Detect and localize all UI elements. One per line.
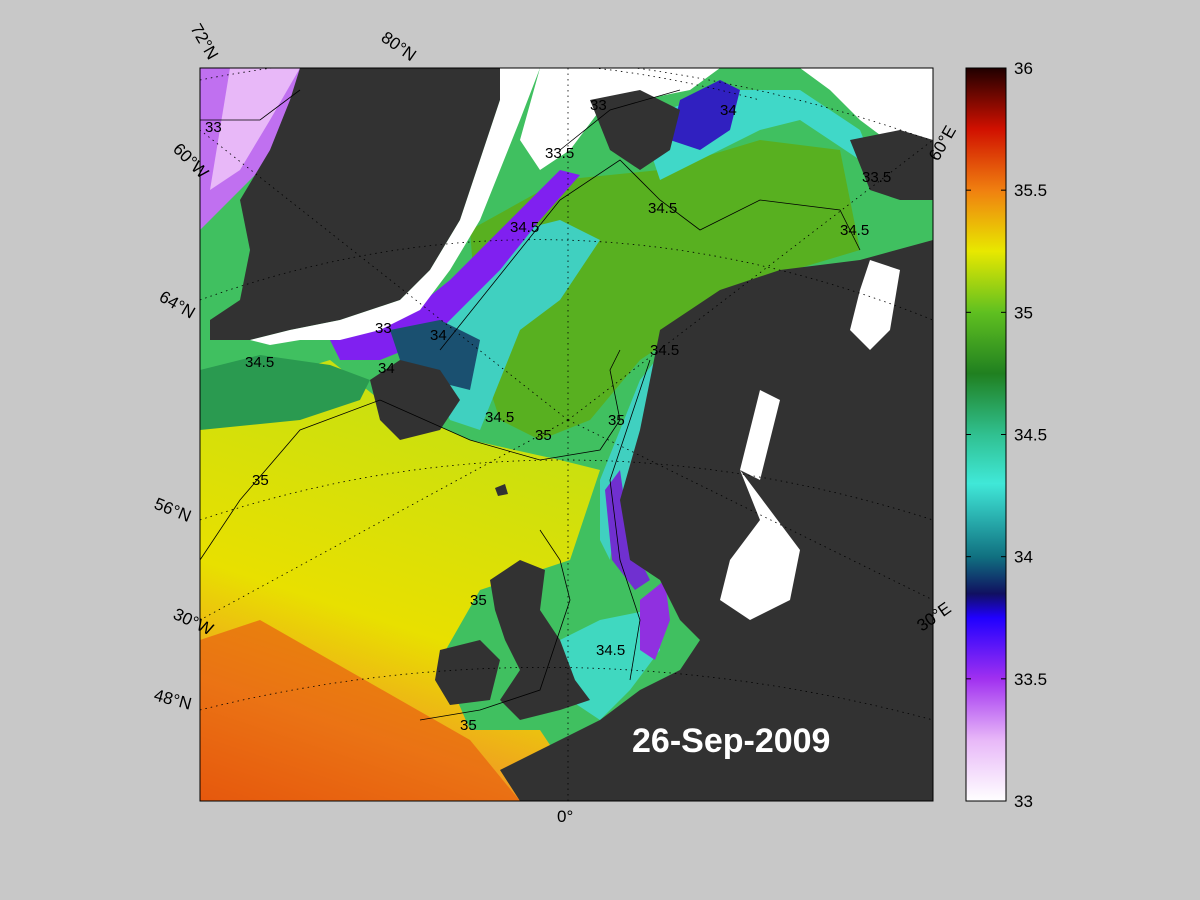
white-sea bbox=[850, 260, 900, 350]
norwegian-sea-region bbox=[470, 140, 860, 440]
colorbar-tick-label: 34.5 bbox=[1014, 426, 1047, 445]
date-label: 26-Sep-2009 bbox=[632, 722, 830, 760]
parallel-48n bbox=[200, 666, 933, 721]
greenland-land bbox=[210, 68, 520, 340]
arctic-ice bbox=[520, 68, 720, 170]
lat-label-56n: 56°N bbox=[152, 494, 194, 526]
contour-label-35-b: 35 bbox=[608, 412, 625, 429]
contour-34-5-norway bbox=[609, 359, 651, 681]
colorbar: 36 35.5 35 34.5 34 33.5 33 bbox=[965, 59, 1047, 811]
contour-label-34-5-c: 34.5 bbox=[648, 200, 677, 217]
colorbar-tick-label: 36 bbox=[1014, 59, 1033, 78]
skagerrak-fresh bbox=[640, 580, 670, 660]
contour-label-35-a: 35 bbox=[535, 427, 552, 444]
parallel-64n bbox=[200, 239, 933, 321]
lat-label-48n: 48°N bbox=[152, 686, 194, 714]
contour-label-34-b: 34 bbox=[378, 360, 395, 377]
contour-label-33-b: 33 bbox=[375, 320, 392, 337]
contour-label-35-c: 35 bbox=[252, 472, 269, 489]
baltic-sea bbox=[720, 390, 800, 620]
great-britain-land bbox=[490, 560, 590, 720]
lat-label-64n: 64°N bbox=[156, 287, 198, 322]
contour-33-east bbox=[559, 89, 681, 151]
colorbar-tick-label: 33.5 bbox=[1014, 670, 1047, 689]
svalbard-fresh bbox=[670, 80, 740, 150]
contour-35-atlantic bbox=[200, 349, 621, 561]
contour-label-34-5-f: 34.5 bbox=[596, 642, 625, 659]
contour-35-britain bbox=[419, 529, 571, 721]
atlantic-hot-region bbox=[200, 620, 520, 801]
contour-label-34-5-a: 34.5 bbox=[245, 354, 274, 371]
contour-label-34-5-e: 34.5 bbox=[650, 342, 679, 359]
colorbar-ticks: 36 35.5 35 34.5 34 33.5 33 bbox=[966, 59, 1047, 811]
contour-label-34-5-g: 34.5 bbox=[840, 222, 869, 239]
labrador-fresh-light bbox=[210, 68, 300, 190]
irminger-sea-region bbox=[200, 355, 370, 430]
colorbar-fill bbox=[965, 67, 1007, 802]
arctic-ice-east bbox=[800, 68, 933, 150]
novaya-zemlya-land bbox=[850, 130, 933, 200]
lat-label-72n: 72°N bbox=[187, 21, 222, 63]
contour-label-33-5-a: 33.5 bbox=[545, 145, 574, 162]
faroe-islands bbox=[495, 484, 508, 496]
greenland-ice-fringe bbox=[250, 68, 540, 345]
ireland-land bbox=[435, 640, 500, 705]
europe-land bbox=[500, 620, 933, 801]
colorbar-tick-label: 34 bbox=[1014, 548, 1033, 567]
contour-label-33-5-b: 33.5 bbox=[862, 169, 891, 186]
meridian-60w bbox=[200, 129, 569, 421]
contour-label-33-c: 33 bbox=[590, 97, 607, 114]
colorbar-tick-label: 35 bbox=[1014, 303, 1033, 322]
meridian-30w bbox=[200, 419, 569, 621]
contour-label-35-d: 35 bbox=[470, 592, 487, 609]
graticule bbox=[200, 68, 933, 801]
denmark-strait-dark bbox=[390, 320, 480, 390]
contour-label-33-a: 33 bbox=[205, 119, 222, 136]
map-panel bbox=[200, 68, 933, 801]
colorbar-tick-label: 35.5 bbox=[1014, 181, 1047, 200]
contour-label-34-c: 34 bbox=[720, 102, 737, 119]
east-greenland-current bbox=[330, 170, 580, 360]
map-frame bbox=[199, 67, 934, 802]
parallel-56n bbox=[200, 459, 933, 521]
colorbar-tick-label: 33 bbox=[1014, 792, 1033, 811]
contour-33-labrador bbox=[200, 89, 301, 121]
iceland-land bbox=[370, 360, 460, 440]
north-sea-cyan bbox=[560, 610, 660, 720]
lat-label-80n: 80°N bbox=[378, 28, 420, 65]
svalbard-land bbox=[590, 90, 680, 170]
contour-label-34-5-b: 34.5 bbox=[510, 219, 539, 236]
contour-label-35-e: 35 bbox=[460, 717, 477, 734]
salinity-contours bbox=[200, 89, 861, 721]
contour-label-34-5-d: 34.5 bbox=[485, 409, 514, 426]
lon-label-0: 0° bbox=[557, 807, 573, 826]
contour-label-34-a: 34 bbox=[430, 327, 447, 344]
contour-34-5-greenland bbox=[439, 159, 861, 351]
contour-label-group: 33 33 33 33.5 33.5 34 34 34 34.5 34.5 34… bbox=[205, 97, 891, 734]
